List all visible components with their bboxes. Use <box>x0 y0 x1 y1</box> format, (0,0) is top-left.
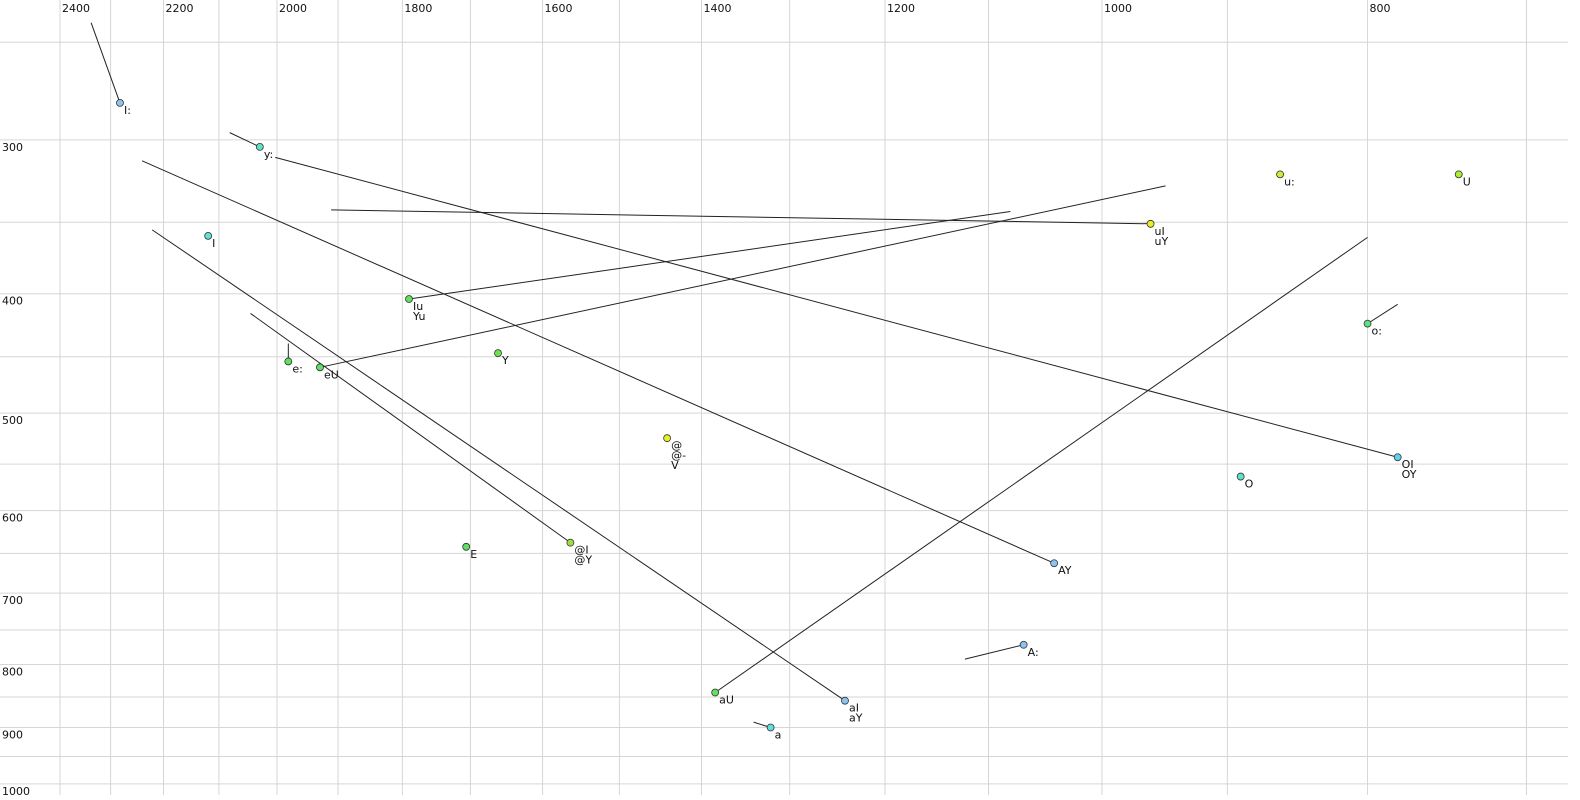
vowel-point <box>284 357 293 366</box>
vowel-point <box>494 349 502 358</box>
x-tick-label: 800 <box>1370 2 1391 15</box>
vowel-label: eU <box>324 368 339 381</box>
trajectory <box>151 229 846 702</box>
vowel-label: I <box>212 237 215 250</box>
vowel-point <box>1276 170 1284 179</box>
vowel-label: Yu <box>412 310 425 323</box>
vowel-point <box>766 723 775 732</box>
x-tick-label: 1600 <box>545 2 573 15</box>
vowel-point <box>204 231 213 240</box>
vowel-label: aI <box>849 702 859 715</box>
vowel-point <box>255 143 264 151</box>
vowel-label: uY <box>1155 235 1169 248</box>
vowel-label: E <box>470 548 477 561</box>
vowel-point <box>1019 640 1028 649</box>
x-tick-label: 2000 <box>279 2 307 15</box>
vowel-label: o: <box>1372 325 1382 338</box>
x-tick-label: 1800 <box>404 2 432 15</box>
vowel-label: a <box>775 729 782 742</box>
vowel-label: aU <box>719 694 734 707</box>
trajectory <box>408 210 1011 300</box>
vowel-point <box>462 542 471 551</box>
x-tick-label: 2200 <box>166 2 194 15</box>
trajectory <box>319 185 1166 368</box>
trajectory <box>141 160 1055 564</box>
trajectory <box>331 209 1151 225</box>
vowel-point <box>841 696 849 705</box>
vowel-point <box>1236 472 1245 481</box>
x-tick-label: 1400 <box>703 2 731 15</box>
y-tick-label: 300 <box>2 141 23 154</box>
vowel-label: Y <box>501 354 509 367</box>
vowel-label: @- <box>671 449 686 462</box>
trajectory <box>964 644 1024 660</box>
vowel-label: U <box>1463 175 1471 188</box>
trajectory <box>275 156 1398 458</box>
vowel-label: I: <box>124 104 131 117</box>
vowel-point <box>663 434 672 443</box>
x-tick-label: 1200 <box>887 2 915 15</box>
vowel-point <box>405 295 413 303</box>
y-tick-label: 700 <box>2 594 23 607</box>
vowel-point <box>1363 319 1372 328</box>
y-tick-label: 600 <box>2 512 23 525</box>
vowel-label: OY <box>1402 468 1417 481</box>
x-tick-label: 2400 <box>62 2 90 15</box>
y-tick-label: 1000 <box>2 785 30 798</box>
vowel-point <box>1454 170 1463 179</box>
vowel-label: A: <box>1028 646 1039 659</box>
y-tick-label: 500 <box>2 414 23 427</box>
vowel-point <box>1050 559 1059 568</box>
vowel-label: Iu <box>413 300 423 313</box>
vowel-point <box>1146 219 1155 228</box>
trajectory <box>229 132 261 148</box>
vowel-point <box>566 538 575 547</box>
vowel-point <box>116 99 124 107</box>
y-tick-label: 400 <box>2 295 23 308</box>
vowel-label: OI <box>1402 458 1414 471</box>
trajectory <box>250 312 571 544</box>
vowel-label: @ <box>671 439 682 452</box>
x-tick-label: 1000 <box>1104 2 1132 15</box>
vowel-point <box>316 363 324 372</box>
vowel-label: @Y <box>574 554 592 567</box>
vowel-label: O <box>1245 478 1254 491</box>
vowel-label: e: <box>292 362 302 375</box>
trajectory <box>90 22 121 104</box>
vowel-point <box>711 688 720 697</box>
vowel-point <box>1393 453 1402 462</box>
trajectory <box>1367 303 1398 325</box>
vowel-label: u: <box>1284 175 1295 188</box>
trajectory <box>714 236 1368 693</box>
vowel-label: aY <box>849 712 863 725</box>
vowel-label: uI <box>1155 225 1165 238</box>
vowel-label: @I <box>574 544 588 557</box>
vowel-label: V <box>671 459 679 472</box>
y-tick-label: 900 <box>2 729 23 742</box>
vowel-label: AY <box>1058 564 1072 577</box>
y-tick-label: 800 <box>2 666 23 679</box>
vowel-label: y: <box>264 148 273 161</box>
